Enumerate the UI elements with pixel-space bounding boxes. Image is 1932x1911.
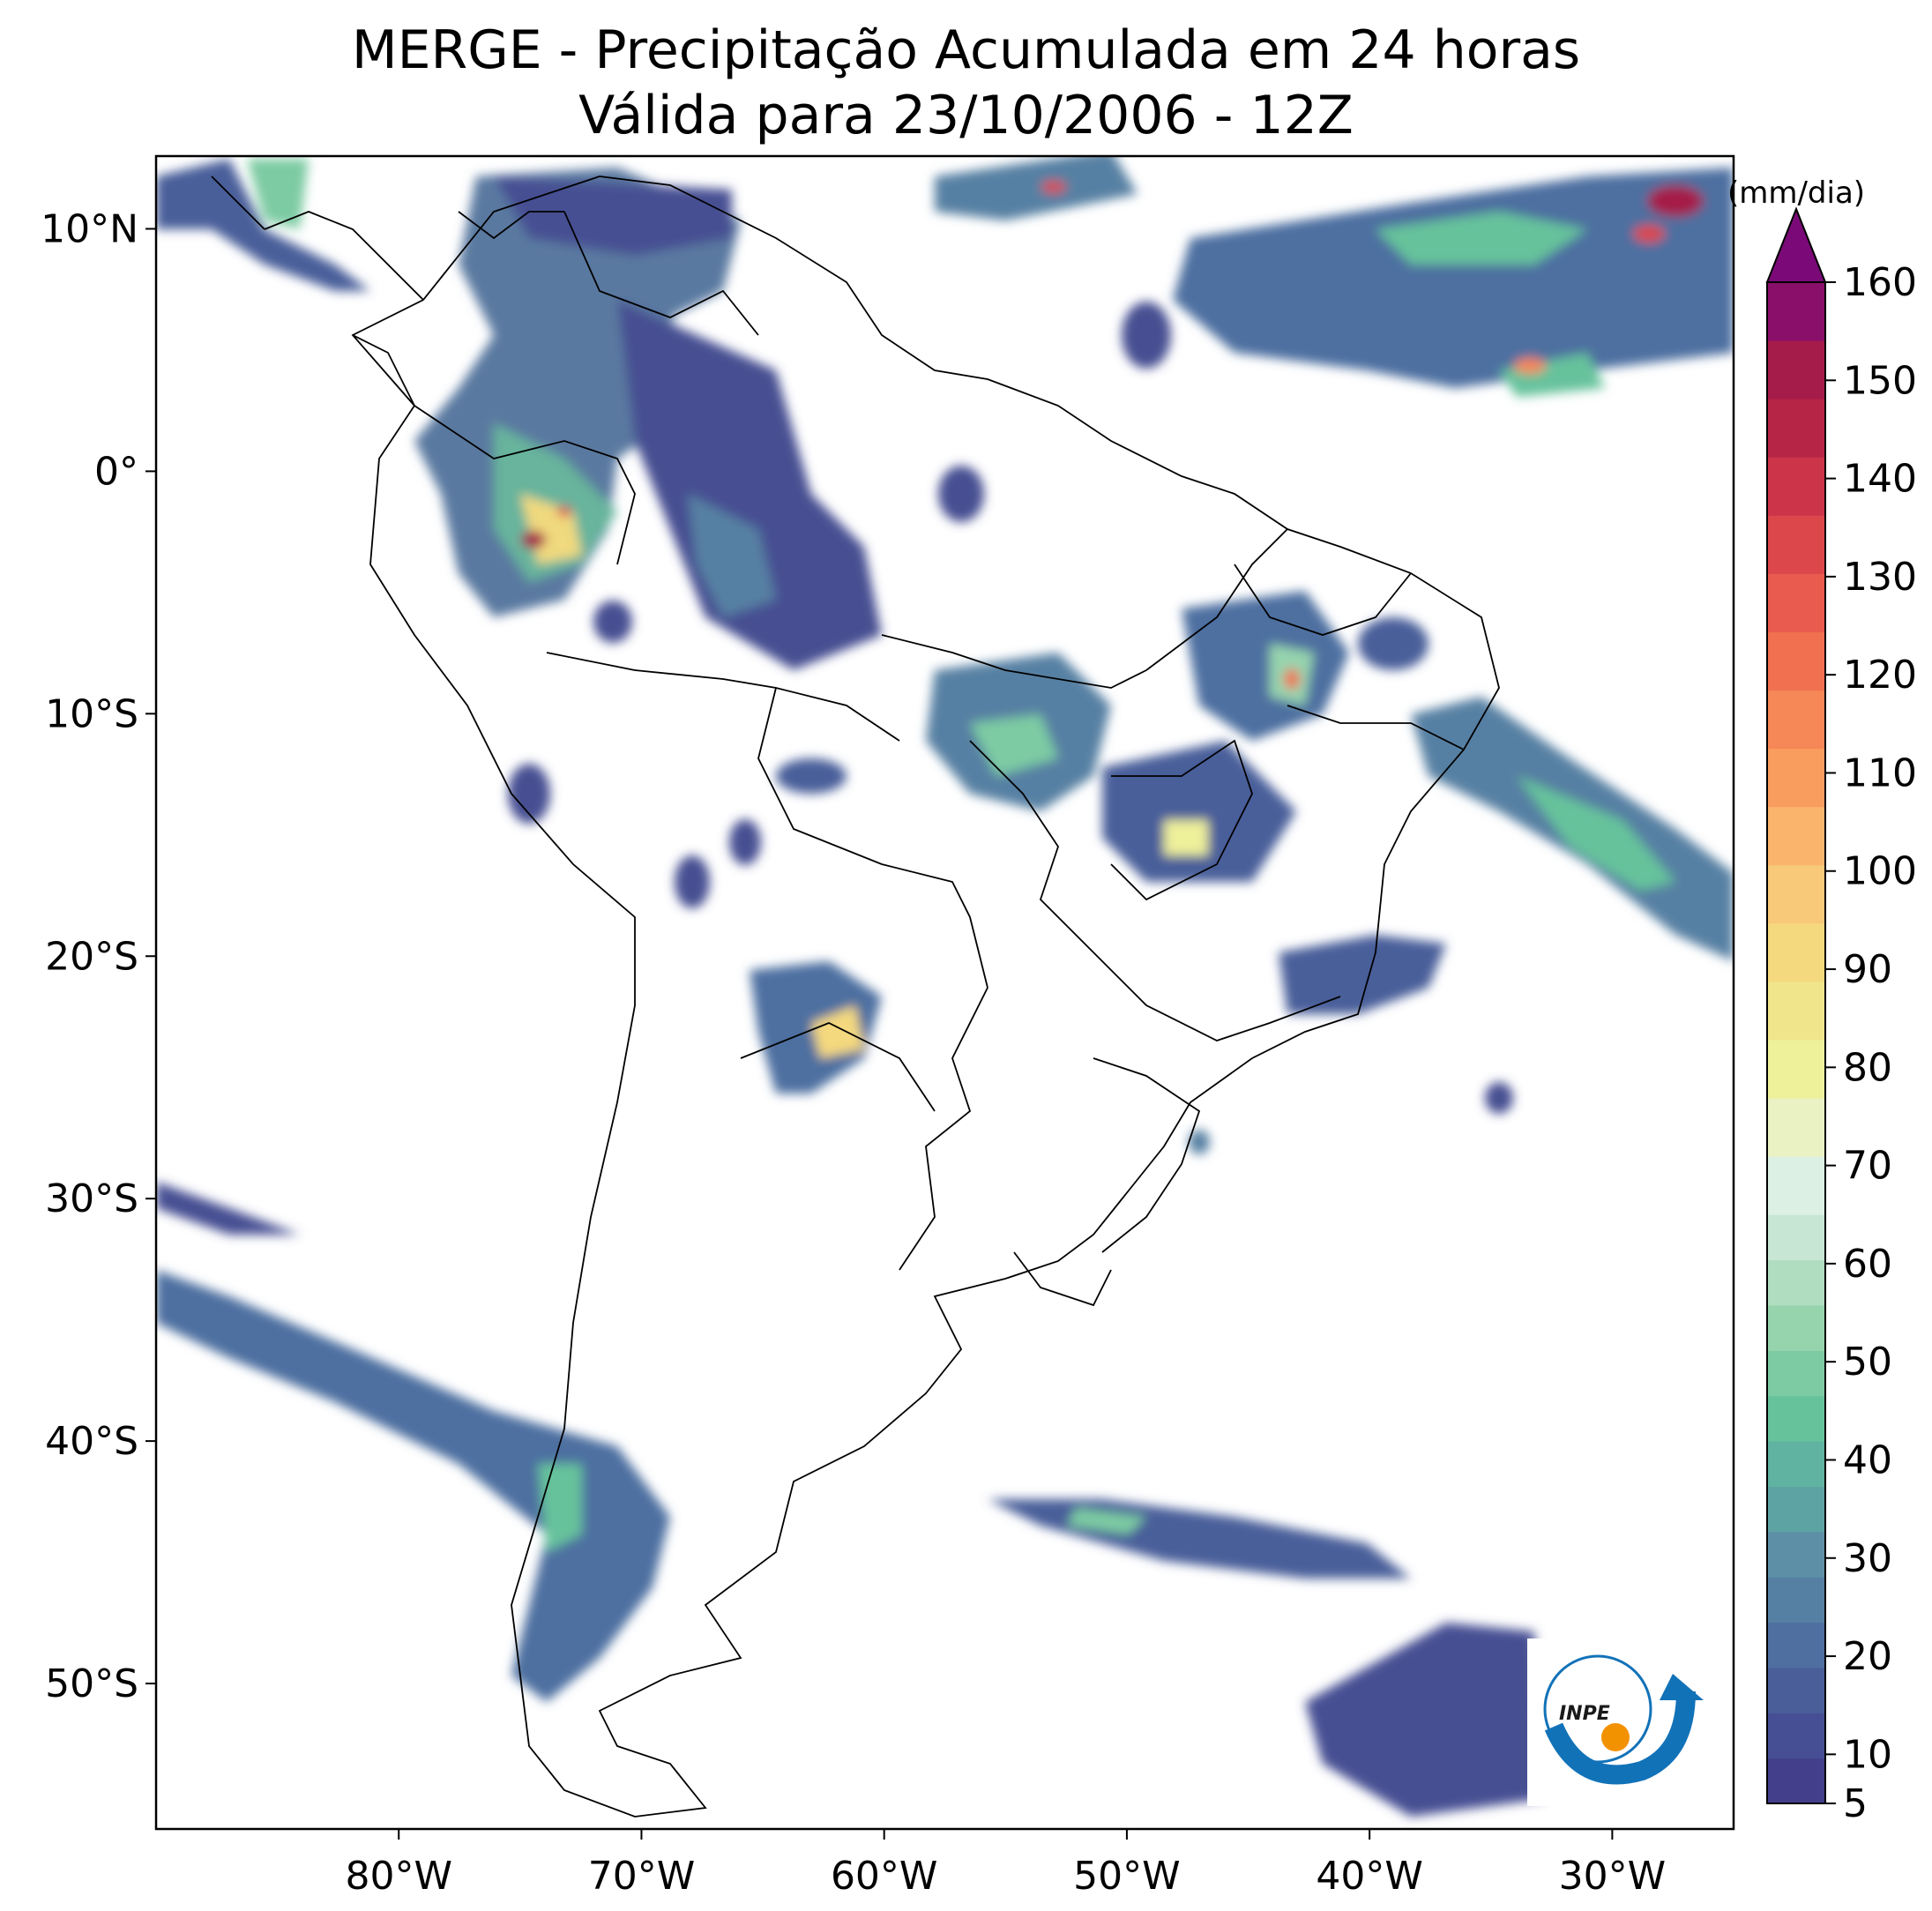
colorbar-ticks: 510 20 30 40 50 60 70 80 90 100 110 120 130 140 150 160 [1825, 260, 1917, 1826]
longitude-ticks: 80°W 70°W 60°W 50°W 40°W 30°W [345, 1829, 1666, 1899]
colorbar-segment [1767, 1622, 1825, 1668]
map-frame-content [156, 156, 1734, 1818]
colorbar-segments [1767, 282, 1825, 1804]
colorbar-segment [1767, 748, 1825, 808]
colorbar-tick-label: 160 [1843, 260, 1917, 305]
colorbar-tick-label: 130 [1843, 555, 1917, 600]
country-borders [211, 175, 1500, 1818]
colorbar-segment [1767, 631, 1825, 691]
colorbar-segment [1767, 922, 1825, 982]
colorbar-segment [1767, 573, 1825, 632]
colorbar-segment [1767, 806, 1825, 866]
lat-tick-label: 30°S [45, 1176, 138, 1221]
map-frame [154, 154, 1735, 1831]
colorbar-tick-label: 60 [1843, 1242, 1892, 1287]
lon-tick-label: 40°W [1316, 1854, 1423, 1899]
lon-tick-label: 50°W [1073, 1854, 1181, 1899]
colorbar-segment [1767, 1156, 1825, 1215]
colorbar-tick-label: 70 [1843, 1144, 1892, 1189]
colorbar: (mm/dia) 510 20 30 40 50 60 70 80 90 100 110 120 130… [1727, 175, 1917, 1826]
colorbar-segment [1767, 1098, 1825, 1157]
inpe-logo: INPE [1527, 1639, 1721, 1806]
lon-tick-label: 30°W [1559, 1854, 1667, 1899]
colorbar-tick-label: 120 [1843, 653, 1917, 698]
lat-tick-label: 50°S [45, 1661, 138, 1706]
colorbar-segment [1767, 1531, 1825, 1578]
colorbar-tick-label: 5 [1843, 1781, 1868, 1826]
colorbar-tick-label: 30 [1843, 1536, 1892, 1581]
lat-tick-label: 0° [94, 449, 138, 494]
colorbar-segment [1767, 1259, 1825, 1306]
colorbar-tick-label: 150 [1843, 358, 1917, 403]
lat-tick-label: 10°N [41, 206, 138, 251]
colorbar-unit-label: (mm/dia) [1727, 175, 1865, 211]
colorbar-tick-label: 20 [1843, 1634, 1892, 1679]
lon-tick-label: 60°W [831, 1854, 938, 1899]
colorbar-tick-label: 10 [1843, 1732, 1892, 1777]
colorbar-segment [1767, 282, 1825, 341]
colorbar-tick-label: 110 [1843, 750, 1917, 795]
colorbar-segment [1767, 1350, 1825, 1397]
colorbar-segment [1767, 1441, 1825, 1487]
logo-swoosh-icon [1544, 1691, 1696, 1785]
precipitation-layer [156, 156, 1734, 1817]
lat-tick-label: 20°S [45, 934, 138, 979]
colorbar-tick-label: 90 [1843, 947, 1892, 992]
colorbar-segment [1767, 1667, 1825, 1713]
colorbar-tick-label: 50 [1843, 1340, 1892, 1385]
colorbar-segment [1767, 1040, 1825, 1099]
lat-tick-label: 10°S [45, 691, 138, 736]
colorbar-segment [1767, 399, 1825, 458]
colorbar-segment [1767, 981, 1825, 1041]
map-title: MERGE - Precipitação Acumulada em 24 hor… [0, 18, 1932, 148]
logo-text: INPE [1559, 1703, 1610, 1725]
colorbar-tick-label: 80 [1843, 1045, 1892, 1090]
lat-tick-label: 40°S [45, 1419, 138, 1464]
colorbar-segment [1767, 457, 1825, 516]
colorbar-segment [1767, 1486, 1825, 1533]
title-line-2: Válida para 23/10/2006 - 12Z [578, 85, 1354, 146]
colorbar-tick-label: 140 [1843, 457, 1917, 502]
colorbar-extend-arrow [1765, 206, 1827, 283]
colorbar-segment [1767, 864, 1825, 924]
colorbar-segment [1767, 1214, 1825, 1261]
colorbar-segment [1767, 690, 1825, 750]
colorbar-outline [1766, 281, 1826, 1804]
lon-tick-label: 80°W [345, 1854, 452, 1899]
latitude-ticks: 10°N 0° 10°S 20°S 30°S 40°S 50°S [41, 206, 156, 1706]
title-line-1: MERGE - Precipitação Acumulada em 24 hor… [351, 19, 1581, 81]
colorbar-segment [1767, 1577, 1825, 1624]
logo-orange-dot-icon [1601, 1723, 1630, 1751]
colorbar-tick-label: 100 [1843, 849, 1917, 894]
colorbar-segment [1767, 1395, 1825, 1442]
colorbar-segment [1767, 340, 1825, 399]
colorbar-tick-label: 40 [1843, 1437, 1892, 1482]
colorbar-segment [1767, 515, 1825, 574]
colorbar-segment [1767, 1758, 1825, 1804]
lon-tick-label: 70°W [588, 1854, 696, 1899]
colorbar-segment [1767, 1713, 1825, 1759]
logo-arrow-icon [1660, 1674, 1704, 1700]
colorbar-segment [1767, 1304, 1825, 1351]
